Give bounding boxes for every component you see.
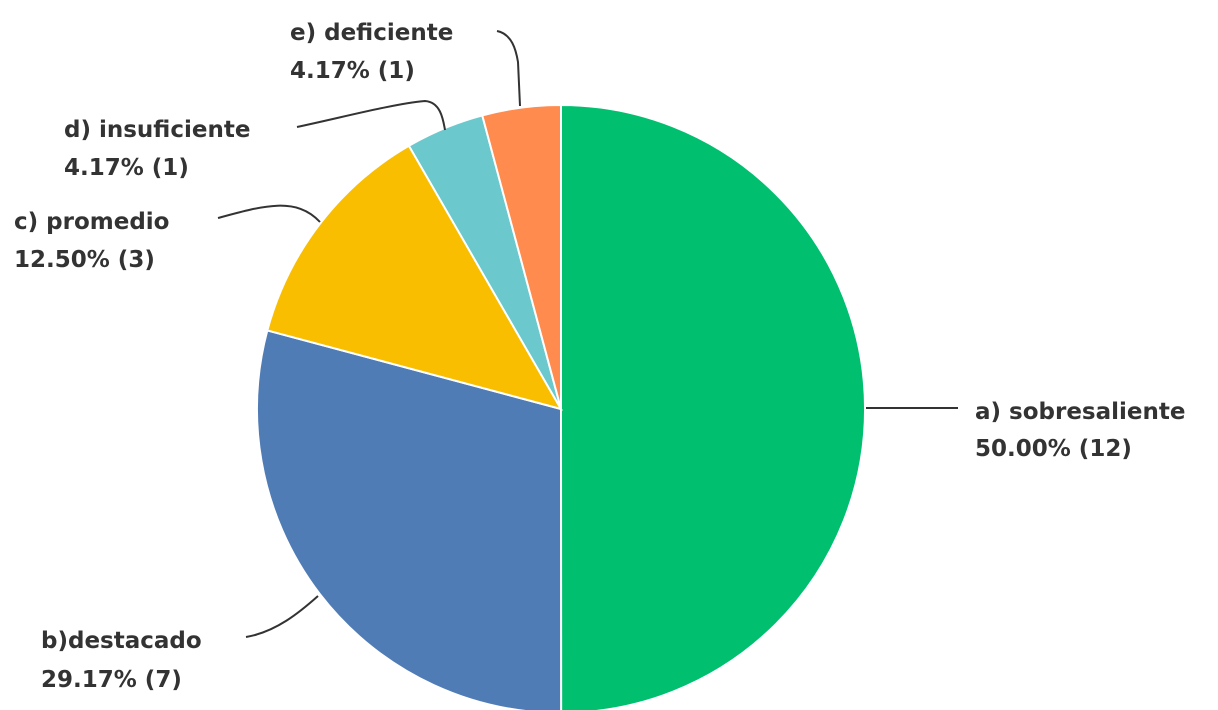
leader-line-1: [245, 595, 319, 638]
pie-slice-4: [481, 103, 562, 410]
leader-line-3: [296, 99, 446, 131]
slice-label-1: b)destacado: [41, 628, 202, 654]
pie-slice-0: [560, 103, 867, 710]
slice-value-label-2: 12.50% (3): [14, 247, 155, 273]
slice-label-0: a) sobresaliente: [975, 399, 1185, 425]
slice-value-label-4: 4.17% (1): [290, 58, 415, 84]
leader-line-2: [217, 204, 321, 223]
slice-value-label-1: 29.17% (7): [41, 667, 182, 693]
pie-slice-2: [266, 144, 564, 411]
slice-label-4: e) deficiente: [290, 20, 453, 46]
slice-labels: a) sobresaliente 50.00% (12) b)destacado 29…: [14, 20, 1185, 693]
slice-value-label-3: 4.17% (1): [64, 155, 189, 181]
leader-line-4: [496, 30, 521, 107]
slice-value-label-0: 50.00% (12): [975, 436, 1132, 462]
pie-slices: [256, 103, 867, 710]
slice-label-2: c) promedio: [14, 209, 169, 235]
slice-label-3: d) insuficiente: [64, 117, 250, 143]
pie-slice-1: [256, 329, 563, 710]
leader-lines: [217, 30, 958, 638]
